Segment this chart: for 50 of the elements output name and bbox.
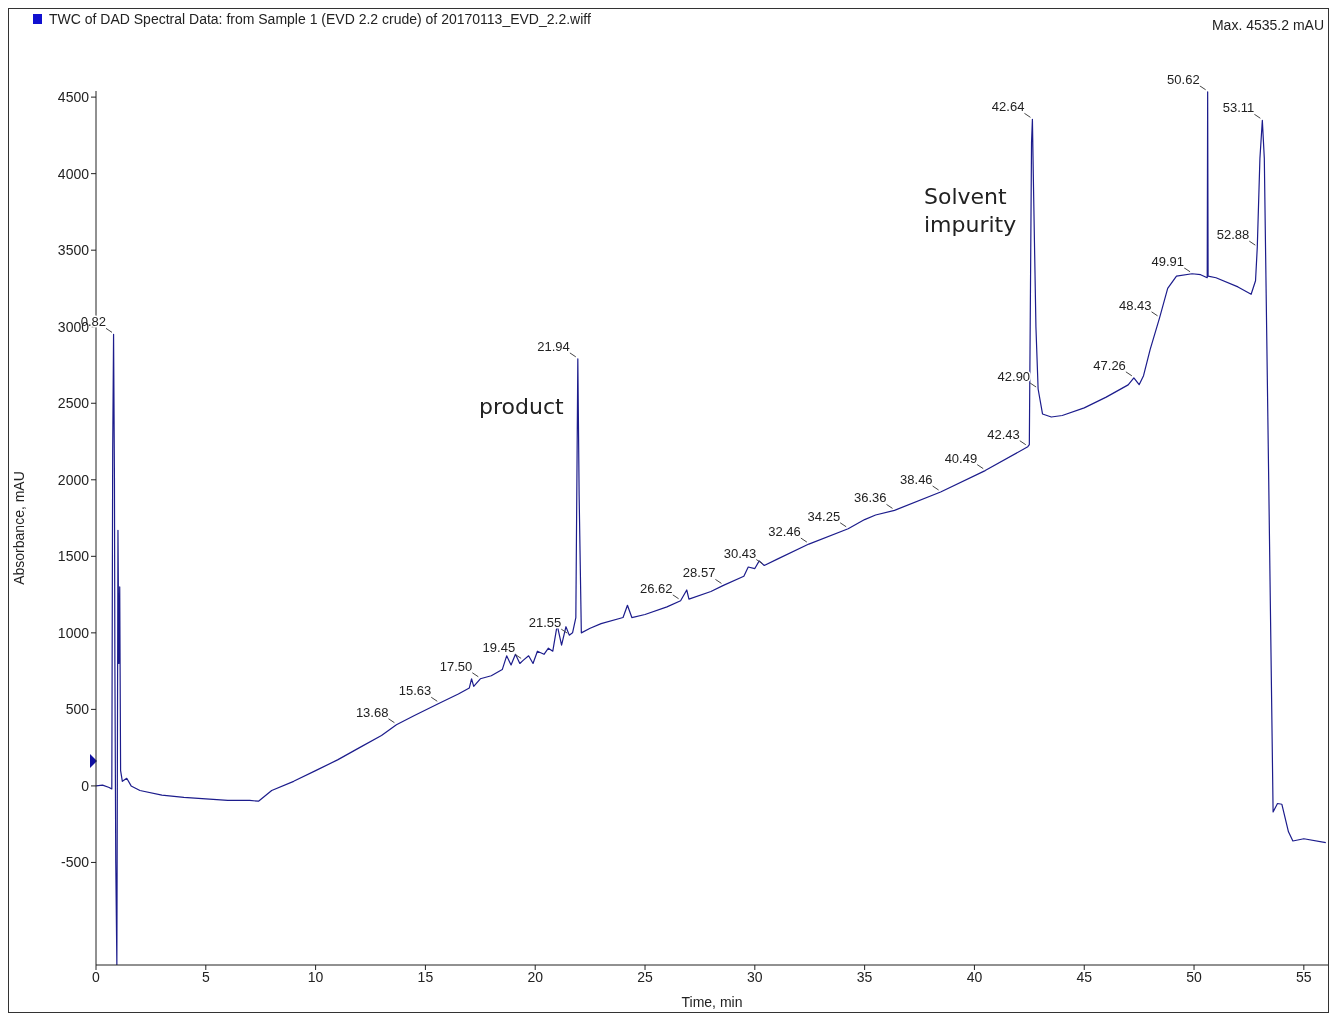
- annotation: 34.25: [807, 508, 841, 524]
- x-tick-label: 0: [92, 968, 101, 985]
- annotation: 21.94: [537, 338, 570, 354]
- x-tick-label: 45: [1076, 968, 1093, 985]
- annotation: 47.26: [1093, 357, 1126, 373]
- annotation: 48.43: [1119, 297, 1152, 313]
- x-tick-label: 55: [1296, 968, 1312, 985]
- annotation: 32.46: [768, 524, 801, 540]
- y-tick-label: 1000: [57, 624, 90, 641]
- y-tick-label: 4500: [57, 89, 90, 106]
- y-tick-label: 2500: [57, 395, 90, 412]
- annotation: 42.43: [987, 426, 1020, 442]
- y-tick-label: 0: [81, 777, 90, 794]
- annotation: 13.68: [355, 704, 389, 720]
- x-tick-label: 20: [527, 968, 544, 985]
- annotation: 49.91: [1151, 253, 1185, 269]
- annotation: product: [479, 393, 565, 421]
- x-tick-label: 10: [307, 968, 324, 985]
- chart-title: TWC of DAD Spectral Data: from Sample 1 (EVD 2.2 crude) of 20170113_EVD_2.2.wiff: [49, 11, 591, 27]
- annotation: 36.36: [853, 490, 887, 506]
- x-axis-title: Time, min: [681, 994, 743, 1010]
- annotation: 28.57: [682, 565, 716, 581]
- x-tick-label: 15: [417, 968, 434, 985]
- x-tick-label: 50: [1186, 968, 1203, 985]
- y-tick-label: -500: [60, 854, 90, 871]
- annotation: 17.50: [439, 658, 473, 674]
- annotation: 38.46: [900, 472, 933, 488]
- annotation: 53.11: [1222, 100, 1255, 116]
- annotation: 50.62: [1167, 71, 1200, 87]
- x-tick-label: 40: [966, 968, 983, 985]
- y-tick-label: 3500: [57, 242, 90, 259]
- annotation: 42.64: [991, 99, 1025, 115]
- y-axis-title: Absorbance, mAU: [10, 471, 27, 585]
- y-tick-label: 2000: [57, 471, 90, 488]
- x-tick-label: 5: [201, 968, 210, 985]
- y-tick-label: 500: [65, 701, 90, 718]
- text: Max. 4535.2 mAU: [1211, 16, 1324, 35]
- annotation: 19.45: [482, 640, 516, 656]
- x-tick-label: 25: [637, 968, 654, 985]
- annotation: 15.63: [398, 683, 432, 699]
- annotation: 21.55: [528, 615, 562, 631]
- y-tick-label: 4000: [57, 165, 90, 182]
- annotation: Solvent impurity: [924, 183, 1018, 239]
- x-tick-label: 35: [856, 968, 873, 985]
- y-tick-label: 1500: [57, 548, 90, 565]
- annotation: 26.62: [640, 580, 673, 596]
- annotation: 52.88: [1216, 227, 1250, 243]
- x-tick-label: 30: [747, 968, 763, 985]
- annotation: 30.43: [723, 545, 757, 561]
- annotation: 40.49: [944, 450, 978, 466]
